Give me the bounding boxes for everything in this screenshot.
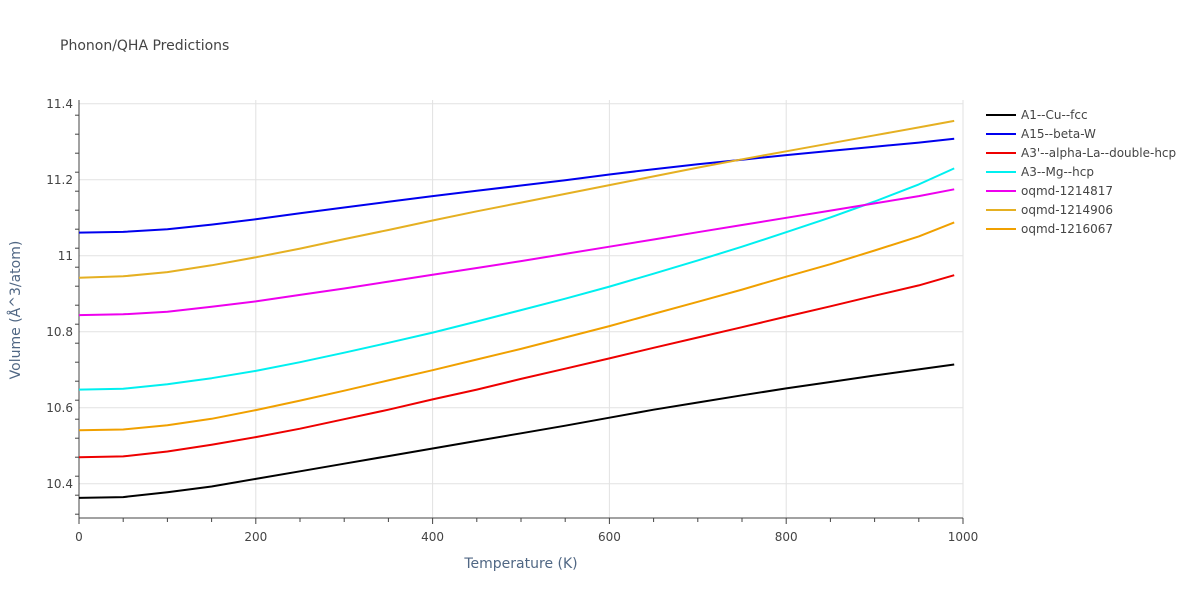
series-line (78, 221, 955, 432)
x-tick-label: 600 (598, 530, 621, 544)
series-line (78, 137, 955, 234)
x-tick-label: 800 (775, 530, 798, 544)
series-line (78, 363, 955, 499)
y-axis-title: Volume (Å^3/atom) (7, 241, 24, 380)
legend-item[interactable]: oqmd-1214817 (986, 184, 1113, 198)
legend-item[interactable]: A1--Cu--fcc (986, 108, 1088, 122)
series-line (78, 188, 955, 317)
legend-label: A1--Cu--fcc (1021, 108, 1088, 122)
legend-label: oqmd-1214817 (1021, 184, 1113, 198)
y-tick-label: 11 (58, 249, 73, 263)
series-line (78, 119, 955, 279)
plot-lines (78, 119, 955, 499)
x-tick-label: 400 (421, 530, 444, 544)
axes (78, 100, 963, 519)
series-line (78, 167, 955, 391)
legend-label: oqmd-1214906 (1021, 203, 1113, 217)
y-tick-label: 11.4 (46, 97, 73, 111)
legend-item[interactable]: oqmd-1214906 (986, 203, 1113, 217)
legend-label: A3--Mg--hcp (1021, 165, 1094, 179)
y-tick-label: 10.6 (46, 401, 73, 415)
x-axis-ticks: 0 200 400 600 800 1000 (75, 518, 978, 544)
y-tick-label: 10.8 (46, 325, 73, 339)
y-tick-label: 11.2 (46, 173, 73, 187)
legend-item[interactable]: A3'--alpha-La--double-hcp (986, 146, 1176, 160)
x-tick-label: 1000 (948, 530, 979, 544)
legend-label: A3'--alpha-La--double-hcp (1021, 146, 1176, 160)
legend-label: A15--beta-W (1021, 127, 1096, 141)
series-line (78, 274, 955, 459)
legend-label: oqmd-1216067 (1021, 222, 1113, 236)
x-tick-label: 200 (244, 530, 267, 544)
legend-item[interactable]: A3--Mg--hcp (986, 165, 1094, 179)
y-tick-label: 10.4 (46, 477, 73, 491)
legend: A1--Cu--fcc A15--beta-W A3'--alpha-La--dou… (986, 108, 1176, 236)
legend-item[interactable]: oqmd-1216067 (986, 222, 1113, 236)
grid (78, 100, 964, 518)
y-axis-ticks: 10.4 10.6 10.8 11 11.2 11.4 (46, 97, 79, 515)
chart-title: Phonon/QHA Predictions (60, 38, 229, 54)
x-tick-label: 0 (75, 530, 83, 544)
x-axis-title: Temperature (K) (463, 556, 577, 572)
legend-item[interactable]: A15--beta-W (986, 127, 1096, 141)
